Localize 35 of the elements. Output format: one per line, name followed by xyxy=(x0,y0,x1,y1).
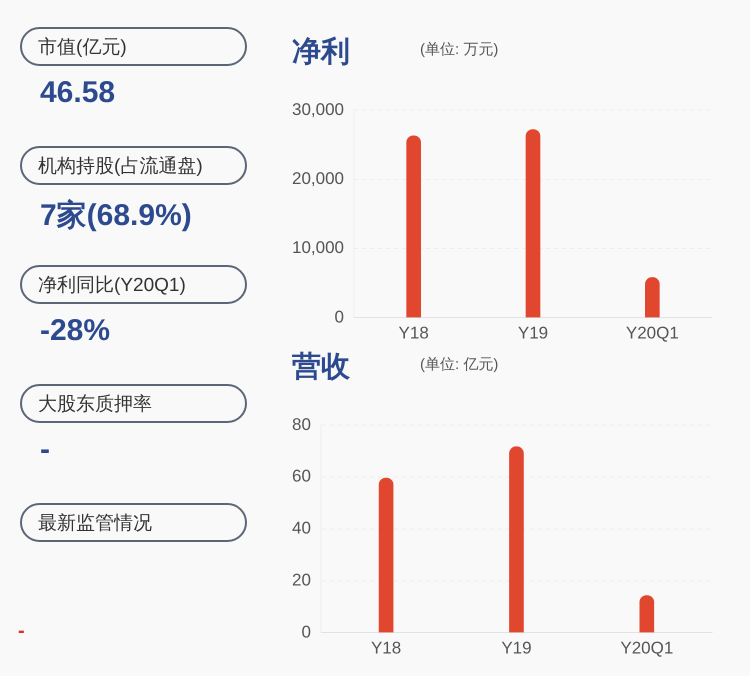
text: -28% xyxy=(40,314,110,348)
x-tick-label: Y18 xyxy=(370,638,402,658)
text: 机构持股(占流通盘) xyxy=(38,154,203,178)
y-tick-label: 30,000 xyxy=(292,100,344,119)
chart-title: 净利 xyxy=(292,35,350,70)
chart-subtitle: (单位: 亿元) xyxy=(420,355,498,374)
y-tick-label: 0 xyxy=(301,622,311,642)
text: 46.58 xyxy=(40,76,116,110)
bar xyxy=(406,135,421,318)
y-tick-label: 20,000 xyxy=(292,169,344,188)
y-tick-label: 40 xyxy=(292,518,311,538)
y-tick-label: 20 xyxy=(292,570,311,590)
text: 净利同比(Y20Q1) xyxy=(38,274,186,298)
x-tick-label: Y18 xyxy=(398,323,429,342)
text: 大股东质押率 xyxy=(38,392,152,416)
bar xyxy=(378,478,394,632)
bar xyxy=(645,277,660,318)
bar xyxy=(509,446,524,632)
text: - xyxy=(40,433,50,467)
x-tick-label: Y20Q1 xyxy=(626,323,679,342)
bar xyxy=(639,595,654,632)
y-tick-label: 60 xyxy=(292,466,311,486)
y-tick-label: 10,000 xyxy=(292,238,344,258)
text: - xyxy=(18,620,25,643)
x-tick-label: Y19 xyxy=(518,323,548,342)
text: 7家(68.9%) xyxy=(40,198,192,234)
chart-title: 营收 xyxy=(292,350,350,385)
y-tick-label: 80 xyxy=(292,414,311,434)
text: 最新监管情况 xyxy=(38,512,152,536)
text: 市值(亿元) xyxy=(38,36,127,60)
chart-subtitle: (单位: 万元) xyxy=(420,40,498,59)
x-tick-label: Y19 xyxy=(501,638,532,658)
bar xyxy=(526,129,540,318)
y-tick-label: 0 xyxy=(334,307,344,326)
x-tick-label: Y20Q1 xyxy=(620,638,674,658)
